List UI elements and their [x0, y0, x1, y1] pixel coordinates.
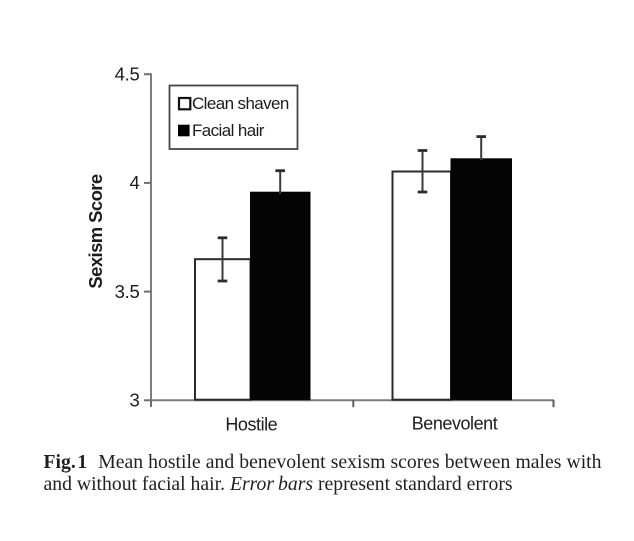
svg-text:Sexism Score: Sexism Score — [85, 174, 106, 288]
svg-text:4.5: 4.5 — [115, 63, 140, 84]
svg-text:3.5: 3.5 — [115, 281, 140, 302]
svg-text:Benevolent: Benevolent — [412, 414, 498, 434]
svg-text:4: 4 — [130, 172, 140, 193]
svg-text:Hostile: Hostile — [225, 415, 277, 435]
svg-text:Facial hair: Facial hair — [192, 121, 265, 140]
svg-text:Clean shaven: Clean shaven — [192, 94, 289, 113]
svg-text:3: 3 — [130, 390, 140, 411]
